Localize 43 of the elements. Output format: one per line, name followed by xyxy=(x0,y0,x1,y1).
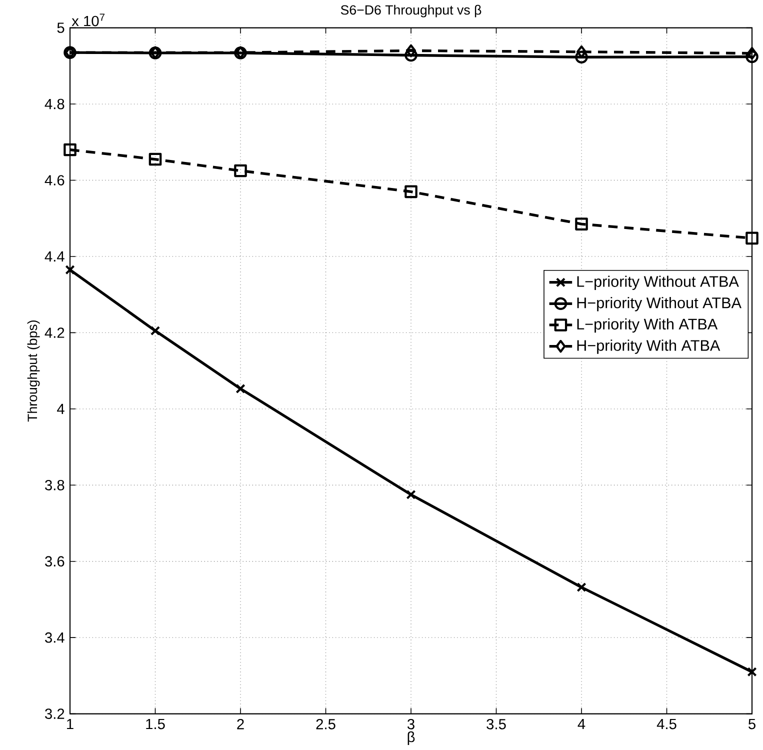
x-tick-label: 2.5 xyxy=(316,719,336,730)
legend-label: L−priority With ATBA xyxy=(577,318,718,333)
text: x 10$^{7}$ xyxy=(72,14,105,26)
x-tick-label: 2 xyxy=(237,719,244,730)
point xyxy=(746,46,758,60)
x-tick-label: 4.5 xyxy=(656,718,676,730)
point xyxy=(575,218,588,231)
legend-label: H−priority With ATBA xyxy=(577,340,720,354)
point xyxy=(746,232,758,245)
y-tick-label: 4.8 xyxy=(44,98,64,110)
point xyxy=(746,50,758,64)
point xyxy=(150,326,160,336)
point xyxy=(404,185,418,198)
point xyxy=(148,152,162,166)
y-tick-label: 5 xyxy=(57,22,64,33)
point xyxy=(747,667,757,677)
chart-title: S6−D6 Throughput vs β xyxy=(340,4,482,18)
y-tick-label: 4.4 xyxy=(44,251,64,262)
point xyxy=(406,44,416,58)
y-tick-label: 4.2 xyxy=(44,328,64,338)
point xyxy=(576,582,586,592)
x-tick-label: 1 xyxy=(67,718,74,730)
x-tick-label: 4 xyxy=(578,718,586,730)
x-tick-label: 3.5 xyxy=(486,719,506,730)
point xyxy=(406,490,416,500)
y-tick-label: 3.4 xyxy=(45,632,64,643)
y-tick-label: 4.6 xyxy=(44,175,64,186)
y-axis-title: Throughput (bps) xyxy=(27,320,40,422)
y-tick-label: 3.8 xyxy=(45,480,64,490)
point xyxy=(234,164,247,178)
legend-label: L−priority Without ATBA xyxy=(577,276,739,290)
x-tick-label: 5 xyxy=(748,718,756,730)
point xyxy=(64,143,76,156)
legend-label: H−priority Without ATBA xyxy=(577,297,742,312)
point xyxy=(236,384,246,394)
x-axis-title: β xyxy=(408,731,415,746)
y-tick-label: 4 xyxy=(57,404,64,414)
x-tick-label: 3 xyxy=(407,719,414,730)
point xyxy=(575,50,588,64)
point xyxy=(65,264,75,275)
y-tick-label: 3.6 xyxy=(45,556,64,567)
y-tick-label: 3.2 xyxy=(45,708,64,720)
x-tick-label: 1.5 xyxy=(146,718,165,730)
